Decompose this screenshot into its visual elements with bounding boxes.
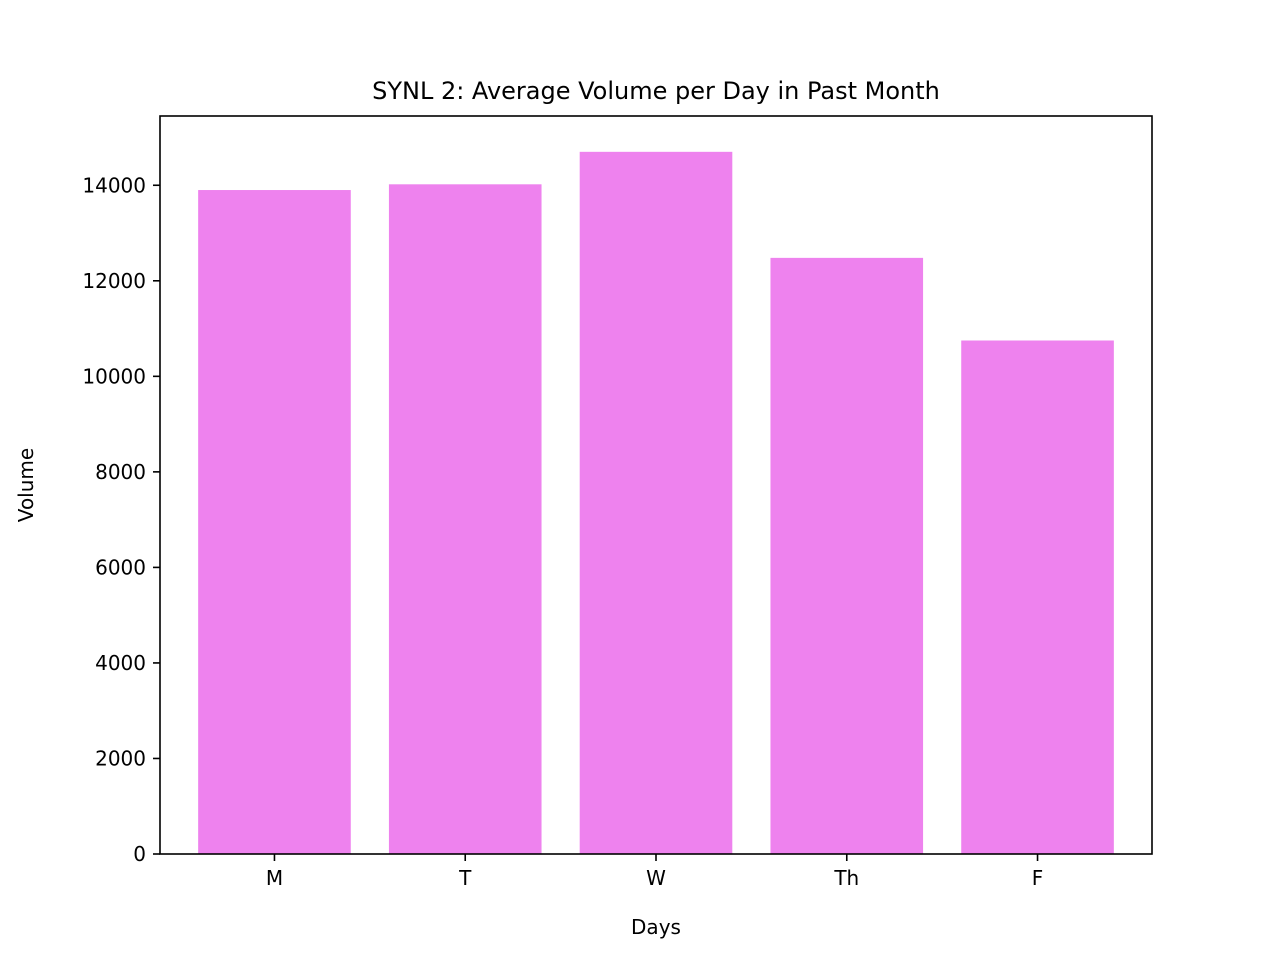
chart-title: SYNL 2: Average Volume per Day in Past M… [372, 77, 940, 105]
y-tick-label: 8000 [95, 460, 146, 484]
y-tick-label: 14000 [82, 173, 146, 197]
y-tick-label: 4000 [95, 651, 146, 675]
bar-th [770, 257, 924, 855]
bar-m [198, 190, 351, 855]
y-axis-ticks: 0 2000 4000 6000 8000 10000 12000 14000 [82, 173, 160, 866]
bar-t [388, 184, 542, 855]
y-tick-label: 10000 [82, 364, 146, 388]
x-axis-label: Days [631, 915, 681, 939]
bar-f [961, 340, 1114, 854]
y-tick-label: 0 [133, 842, 146, 866]
bar-w [579, 151, 733, 854]
x-tick-label: W [646, 866, 666, 890]
bars-group [198, 151, 1114, 855]
x-tick-label: F [1032, 866, 1044, 890]
x-tick-label: T [458, 866, 472, 890]
y-axis-label: Volume [14, 448, 38, 522]
plot-area-frame [159, 115, 1153, 855]
x-axis-ticks: M T W Th F [266, 854, 1043, 890]
x-tick-label: M [266, 866, 283, 890]
x-tick-label: Th [833, 866, 859, 890]
y-tick-label: 6000 [95, 555, 146, 579]
y-tick-label: 2000 [95, 746, 146, 770]
y-tick-label: 12000 [82, 269, 146, 293]
